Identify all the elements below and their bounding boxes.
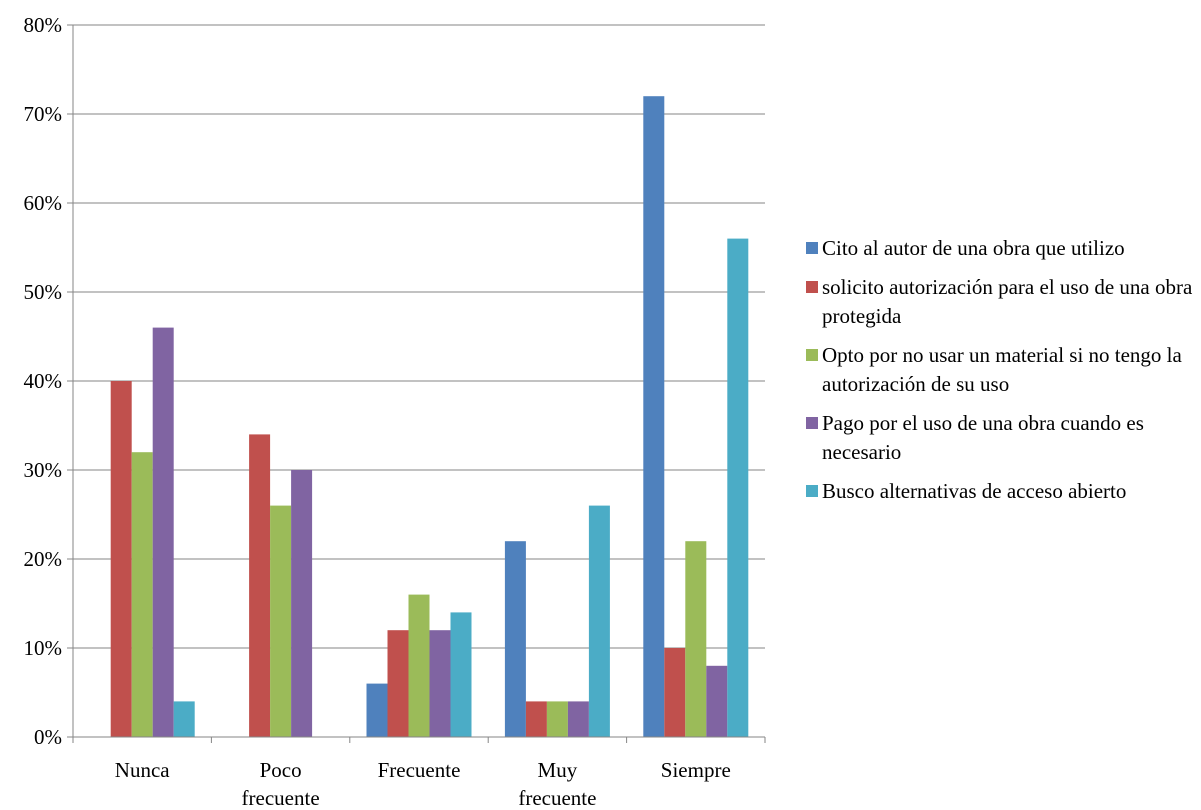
- legend-swatch: [806, 349, 818, 361]
- y-tick-label: 20%: [24, 547, 63, 571]
- y-tick-label: 60%: [24, 191, 63, 215]
- legend-item: Cito al autor de una obra que utilizo: [806, 234, 1201, 263]
- y-tick-label: 10%: [24, 636, 63, 660]
- bar: [664, 648, 686, 737]
- y-tick-label: 0%: [34, 725, 62, 749]
- bar: [387, 630, 409, 737]
- bar: [685, 541, 707, 737]
- bar: [643, 96, 665, 737]
- y-tick-label: 50%: [24, 280, 63, 304]
- bar: [525, 701, 547, 737]
- y-tick-label: 40%: [24, 369, 63, 393]
- legend: Cito al autor de una obra que utilizo sol…: [806, 234, 1201, 516]
- legend-item: Busco alternativas de acceso abierto: [806, 477, 1201, 506]
- bar: [408, 594, 430, 737]
- x-category-label: frecuente: [242, 786, 320, 810]
- bar: [152, 327, 174, 737]
- bar: [727, 238, 749, 737]
- bar-chart: 0% 10% 20% 30% 40% 50% 60% 70% 80% Nunca Poco frec…: [24, 13, 766, 810]
- legend-label: Opto por no usar un material si no tengo…: [822, 343, 1182, 396]
- legend-swatch: [806, 281, 818, 293]
- legend-item: solicito autorización para el uso de una…: [806, 273, 1201, 331]
- x-category-label: Siempre: [661, 758, 731, 782]
- bar: [270, 505, 292, 737]
- bar: [504, 541, 526, 737]
- bar: [706, 665, 728, 737]
- y-tick-label: 70%: [24, 102, 63, 126]
- x-category-label: Frecuente: [378, 758, 461, 782]
- legend-swatch: [806, 242, 818, 254]
- bar: [588, 505, 610, 737]
- bar: [366, 683, 388, 737]
- legend-label: solicito autorización para el uso de una…: [822, 275, 1193, 328]
- y-tick-label: 80%: [24, 13, 63, 37]
- bars: [110, 96, 749, 737]
- x-axis-category-labels: Nunca Poco frecuente Frecuente Muy frecuente S…: [115, 758, 731, 810]
- y-tick-label: 30%: [24, 458, 63, 482]
- x-category-label: Nunca: [115, 758, 170, 782]
- x-category-label: frecuente: [518, 786, 596, 810]
- bar: [450, 612, 472, 737]
- legend-label: Busco alternativas de acceso abierto: [822, 479, 1127, 503]
- legend-label: Pago por el uso de una obra cuando es ne…: [822, 411, 1144, 464]
- bar: [567, 701, 589, 737]
- legend-item: Pago por el uso de una obra cuando es ne…: [806, 409, 1201, 467]
- bar: [291, 470, 313, 737]
- axes: [67, 24, 766, 743]
- bar: [131, 452, 153, 737]
- legend-swatch: [806, 485, 818, 497]
- y-axis-tick-labels: 0% 10% 20% 30% 40% 50% 60% 70% 80%: [24, 13, 63, 749]
- bar: [546, 701, 568, 737]
- bar: [249, 434, 271, 737]
- bar: [110, 381, 132, 737]
- legend-item: Opto por no usar un material si no tengo…: [806, 341, 1201, 399]
- bar: [429, 630, 451, 737]
- legend-swatch: [806, 417, 818, 429]
- x-category-label: Muy: [538, 758, 578, 782]
- gridlines: [73, 24, 765, 649]
- legend-label: Cito al autor de una obra que utilizo: [822, 236, 1125, 260]
- x-category-label: Poco: [260, 758, 302, 782]
- bar: [173, 701, 195, 737]
